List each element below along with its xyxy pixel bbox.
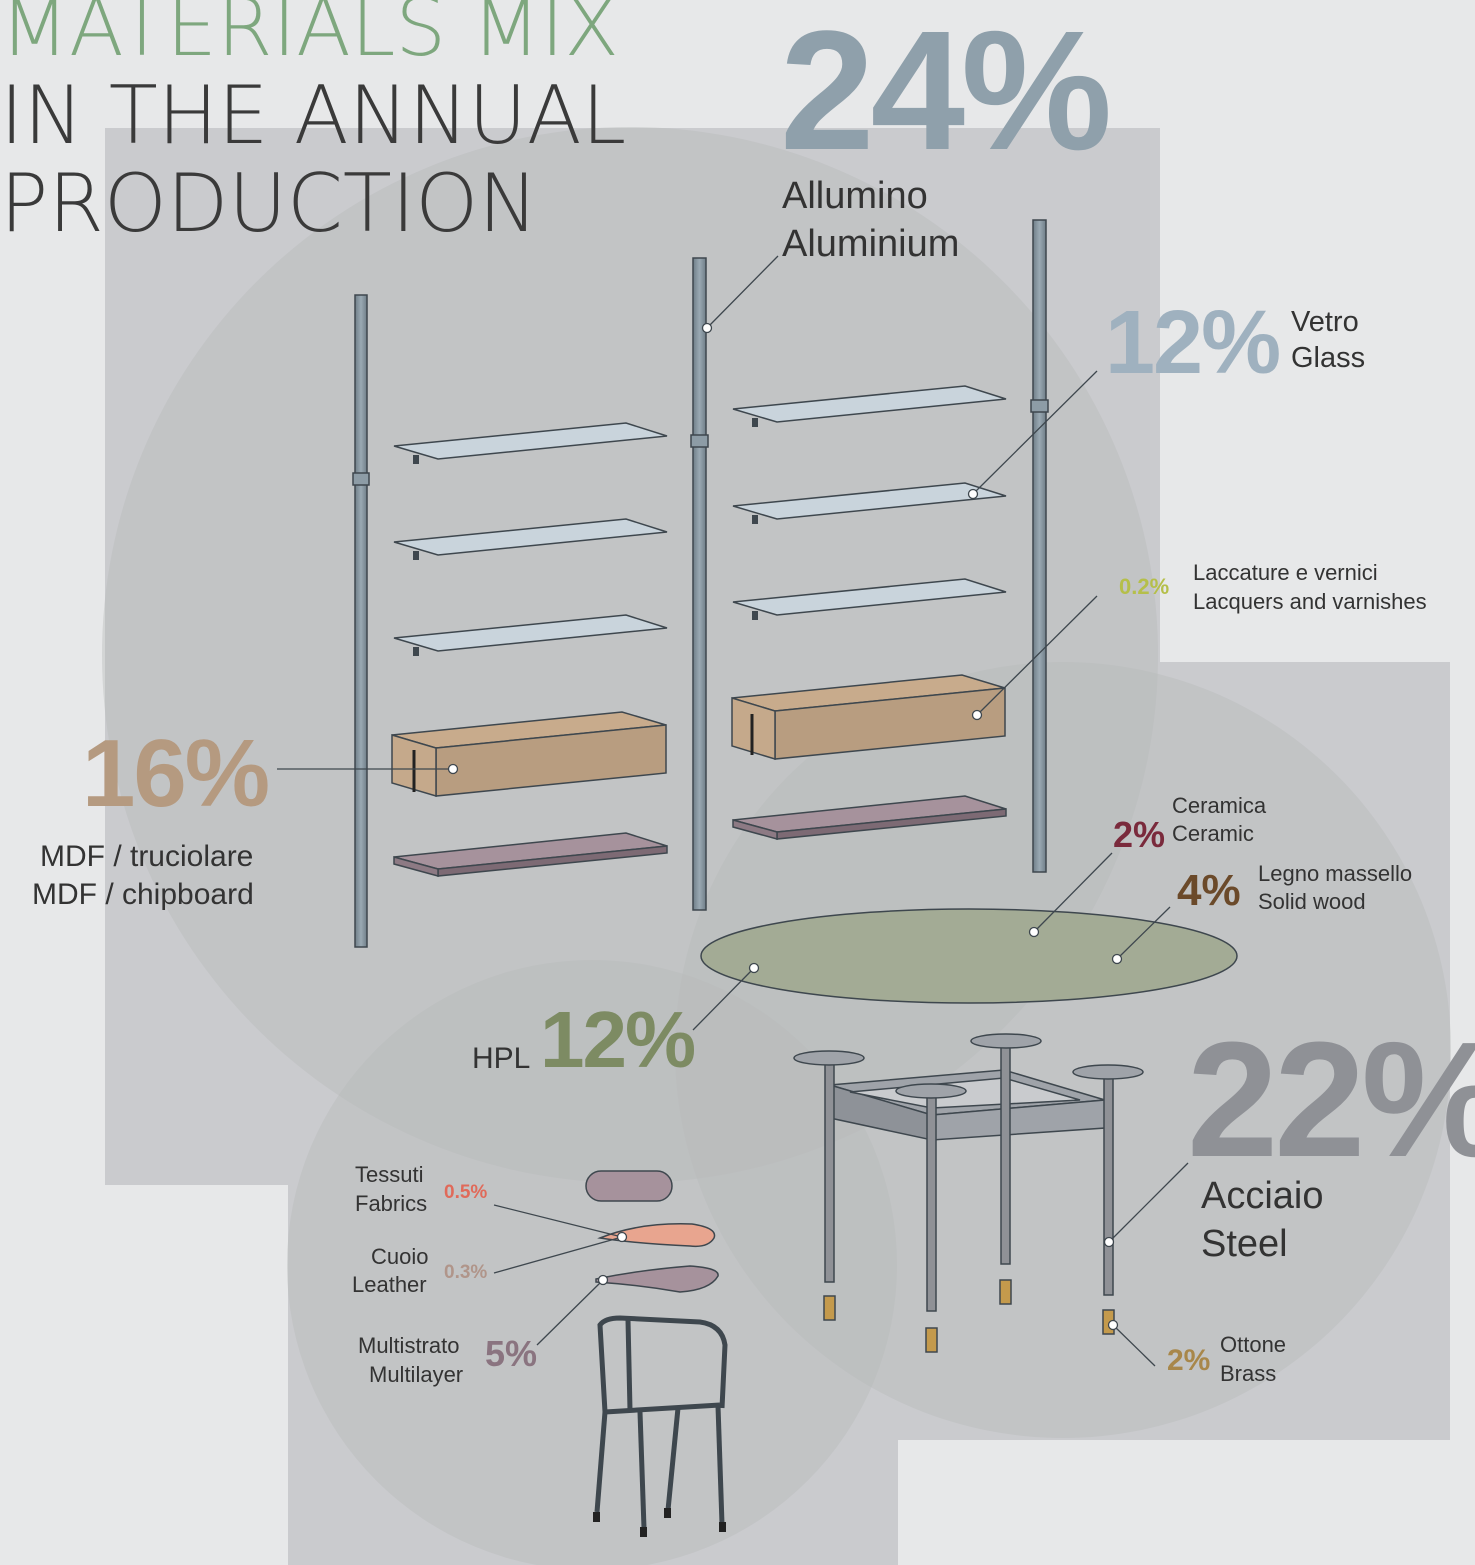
steel-label-it: Acciaio (1201, 1175, 1324, 1217)
title-line-1: MATERIALS MIX (0, 0, 620, 74)
aluminium-label-it: Allumino (782, 175, 928, 217)
fabrics-label-it: Tessuti (355, 1162, 424, 1187)
multilayer-label-en: Multilayer (369, 1362, 464, 1387)
mdf-label-it: MDF / truciolare (40, 840, 254, 873)
lacquered-shelves (393, 795, 1007, 877)
steel-percent: 22% (1187, 1008, 1475, 1191)
glass-shelves (393, 385, 1007, 652)
mdf-boxes (391, 674, 1006, 798)
solid-wood-percent: 4% (1177, 866, 1241, 915)
aluminium-percent: 24% (780, 0, 1112, 186)
ceramic-label-it: Ceramica (1172, 793, 1267, 818)
solid-wood-label-en: Solid wood (1258, 889, 1366, 914)
mdf-label-en: MDF / chipboard (32, 878, 254, 911)
leader-lines (277, 255, 1189, 1367)
fabrics-label-en: Fabrics (355, 1191, 428, 1216)
glass-percent: 12% (1105, 293, 1281, 393)
glass-label-it: Vetro (1291, 306, 1359, 338)
mdf-percent: 16% (82, 720, 270, 827)
lacquers-label-it: Laccature e vernici (1193, 560, 1378, 585)
steel-label-en: Steel (1201, 1223, 1288, 1265)
brass-label-it: Ottone (1220, 1332, 1287, 1357)
leader-dots (447, 322, 1123, 1331)
brass-percent: 2% (1167, 1344, 1211, 1377)
multilayer-label-it: Multistrato (358, 1333, 460, 1358)
leather-label-en: Leather (352, 1272, 427, 1297)
multilayer-percent: 5% (485, 1333, 538, 1374)
ceramic-label-en: Ceramic (1172, 821, 1254, 846)
leather-label-it: Cuoio (371, 1244, 429, 1269)
lacquers-percent: 0.2% (1119, 574, 1170, 599)
aluminium-poles (352, 219, 1049, 948)
shelf-brackets (413, 418, 758, 656)
lacquers-label-en: Lacquers and varnishes (1193, 589, 1427, 614)
leather-percent: 0.3% (444, 1262, 488, 1283)
glass-label-en: Glass (1291, 342, 1366, 374)
hpl-label: HPL (472, 1042, 531, 1075)
title-line-2: IN THE ANNUAL (0, 69, 627, 162)
fabrics-percent: 0.5% (444, 1182, 488, 1203)
solid-wood-label-it: Legno massello (1258, 861, 1413, 886)
brass-label-en: Brass (1220, 1361, 1277, 1386)
title-line-3: PRODUCTION (0, 157, 539, 250)
aluminium-label-en: Aluminium (782, 223, 960, 265)
ceramic-percent: 2% (1113, 814, 1166, 855)
hpl-percent: 12% (540, 995, 696, 1084)
table (700, 908, 1238, 1312)
chair (585, 1170, 728, 1537)
